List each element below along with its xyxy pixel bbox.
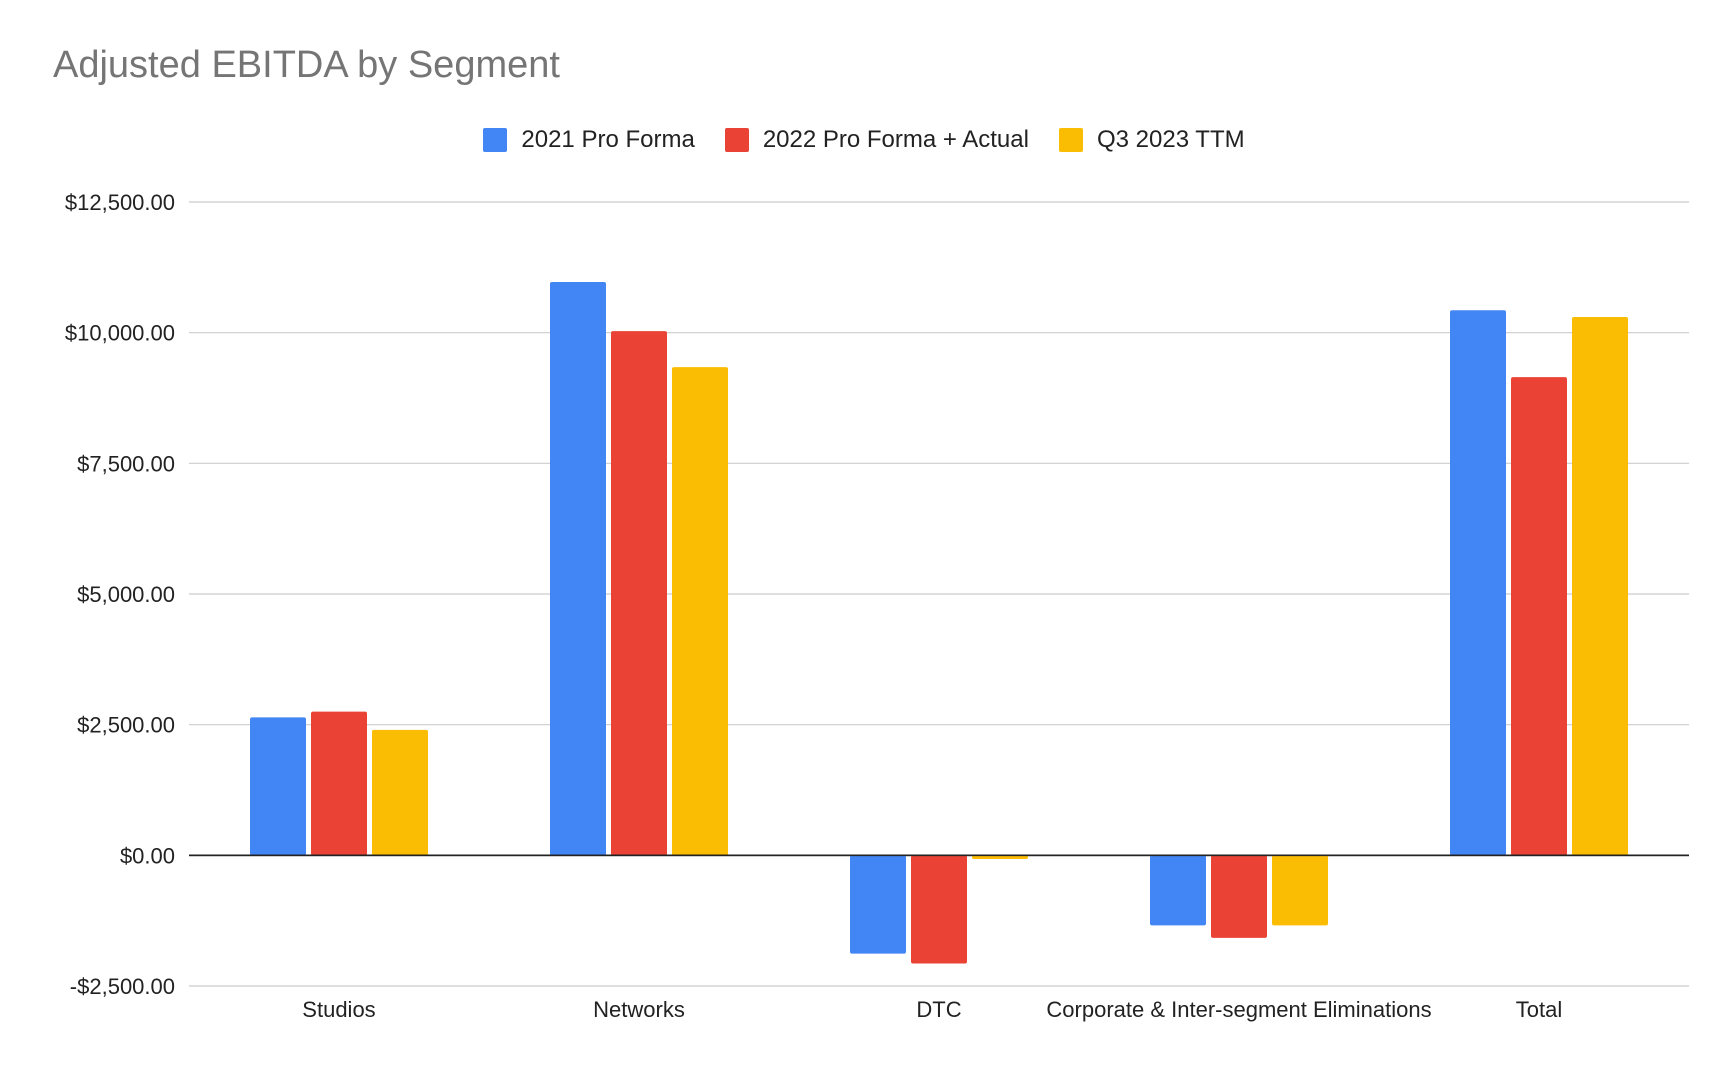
x-tick-label: Corporate & Inter-segment Eliminations	[1046, 997, 1431, 1022]
legend-swatch	[483, 128, 508, 152]
bar[interactable]	[1572, 316, 1628, 856]
bar[interactable]	[1450, 310, 1506, 856]
bar[interactable]	[972, 855, 1028, 859]
x-tick-label: Studios	[302, 997, 375, 1022]
y-tick-label: $12,500.00	[65, 190, 175, 215]
bar[interactable]	[611, 331, 667, 856]
legend-item: 2022 Pro Forma + Actual	[724, 126, 1029, 154]
bar[interactable]	[1272, 855, 1328, 926]
y-tick-label: $7,500.00	[77, 451, 175, 476]
legend-swatch	[1058, 128, 1083, 152]
chart-title: Adjusted EBITDA by Segment	[53, 44, 560, 86]
y-tick-label: $10,000.00	[65, 321, 175, 346]
legend-swatch	[724, 128, 749, 152]
x-tick-label: Networks	[593, 997, 685, 1022]
bar[interactable]	[250, 717, 306, 856]
x-tick-label: DTC	[916, 997, 961, 1022]
bar[interactable]	[372, 729, 428, 856]
bar[interactable]	[911, 855, 967, 964]
chart-legend: 2021 Pro Forma 2022 Pro Forma + Actual Q3 …	[0, 126, 1728, 154]
legend-item: Q3 2023 TTM	[1058, 126, 1245, 154]
bar[interactable]	[1511, 377, 1567, 856]
bar[interactable]	[672, 367, 728, 856]
y-tick-label: $0.00	[120, 843, 175, 868]
legend-label: Q3 2023 TTM	[1096, 126, 1245, 153]
legend-label: 2022 Pro Forma + Actual	[762, 126, 1029, 153]
bar[interactable]	[550, 281, 606, 856]
legend-label: 2021 Pro Forma	[521, 126, 695, 153]
y-tick-label: $5,000.00	[77, 582, 175, 607]
bar[interactable]	[850, 855, 906, 954]
bar[interactable]	[1211, 855, 1267, 938]
y-tick-label: $2,500.00	[77, 713, 175, 738]
bar[interactable]	[311, 711, 367, 856]
legend-item: 2021 Pro Forma	[483, 126, 695, 154]
bar[interactable]	[1150, 855, 1206, 926]
y-tick-label: -$2,500.00	[70, 974, 175, 999]
x-tick-label: Total	[1516, 997, 1562, 1022]
